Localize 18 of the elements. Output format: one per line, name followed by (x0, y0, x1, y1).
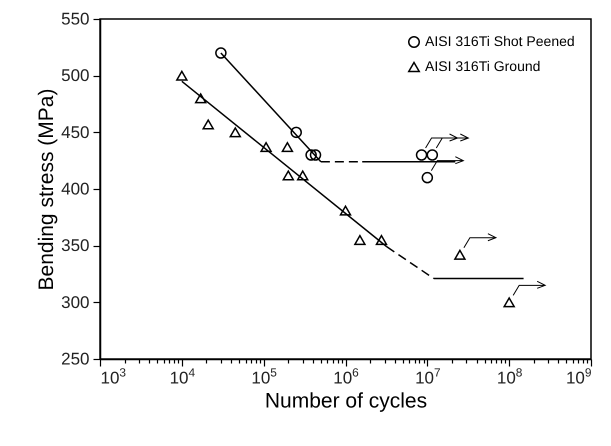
y-tick-label: 500 (61, 66, 90, 86)
y-axis-title: Bending stress (MPa) (35, 88, 58, 290)
y-tick-label: 250 (61, 350, 90, 368)
y-tick-label: 550 (61, 10, 90, 28)
legend-label: AISI 316Ti Shot Peened (425, 33, 575, 49)
x-tick-label: 10$^{9}$ (566, 366, 592, 388)
y-tick-label: 300 (61, 292, 90, 312)
x-tick-label: 10$^{3}$ (100, 366, 126, 388)
x-tick-label: 10$^{8}$ (496, 366, 523, 388)
y-tick-label: 400 (61, 180, 90, 198)
y-tick-label: 350 (61, 236, 90, 256)
x-tick-label: 10$^{7}$ (415, 366, 441, 388)
y-tick-label: 450 (61, 122, 90, 142)
x-tick-label: 10$^{5}$ (251, 366, 278, 388)
legend-label: AISI 316Ti Ground (425, 58, 540, 74)
x-tick-label: 10$^{4}$ (170, 366, 196, 388)
x-axis-title: Number of cycles (264, 390, 428, 412)
x-tick-label: 10$^{6}$ (333, 366, 360, 388)
